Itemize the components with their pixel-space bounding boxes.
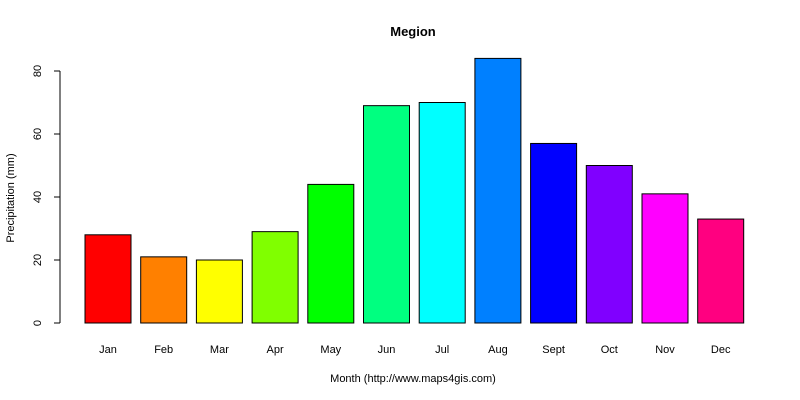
x-tick-label: Sept xyxy=(542,344,565,356)
y-axis: 0 20 40 60 80 xyxy=(32,65,61,326)
x-tick-label: Aug xyxy=(488,344,508,356)
x-tick-label: Jul xyxy=(435,344,449,356)
bar-jun xyxy=(363,105,410,324)
y-tick-label: 80 xyxy=(32,65,44,77)
x-tick-label: Dec xyxy=(711,344,731,356)
bar-dec xyxy=(697,218,745,324)
x-tick-label: Feb xyxy=(154,344,173,356)
y-tick-label: 20 xyxy=(32,254,44,266)
bar-jul xyxy=(418,102,466,324)
bar-may xyxy=(307,183,355,324)
x-axis-tick-labels: Jan Feb Mar Apr May Jun Jul Aug Sept Oct Nov Dec xyxy=(99,344,731,356)
bar-feb xyxy=(140,256,188,324)
bar-jan xyxy=(84,234,132,324)
bars-group xyxy=(84,57,745,324)
x-tick-label: Jan xyxy=(99,344,117,356)
x-tick-label: Mar xyxy=(210,344,229,356)
y-axis-label: Precipitation (mm) xyxy=(5,153,17,242)
bar-apr xyxy=(251,231,299,324)
bar-mar xyxy=(195,259,243,324)
bar-aug xyxy=(474,57,522,324)
x-tick-label: Nov xyxy=(655,344,675,356)
x-tick-label: Oct xyxy=(601,344,618,356)
x-tick-label: Jun xyxy=(378,344,396,356)
x-axis-label: Month (http://www.maps4gis.com) xyxy=(330,373,496,385)
bar-nov xyxy=(641,193,689,324)
y-tick-label: 0 xyxy=(32,320,44,326)
y-tick-label: 40 xyxy=(32,191,44,203)
x-tick-label: Apr xyxy=(267,344,284,356)
x-tick-label: May xyxy=(320,344,341,356)
bar-sept xyxy=(530,142,578,324)
y-tick-label: 60 xyxy=(32,128,44,140)
chart-title: Megion xyxy=(390,24,436,39)
bar-oct xyxy=(585,165,633,324)
